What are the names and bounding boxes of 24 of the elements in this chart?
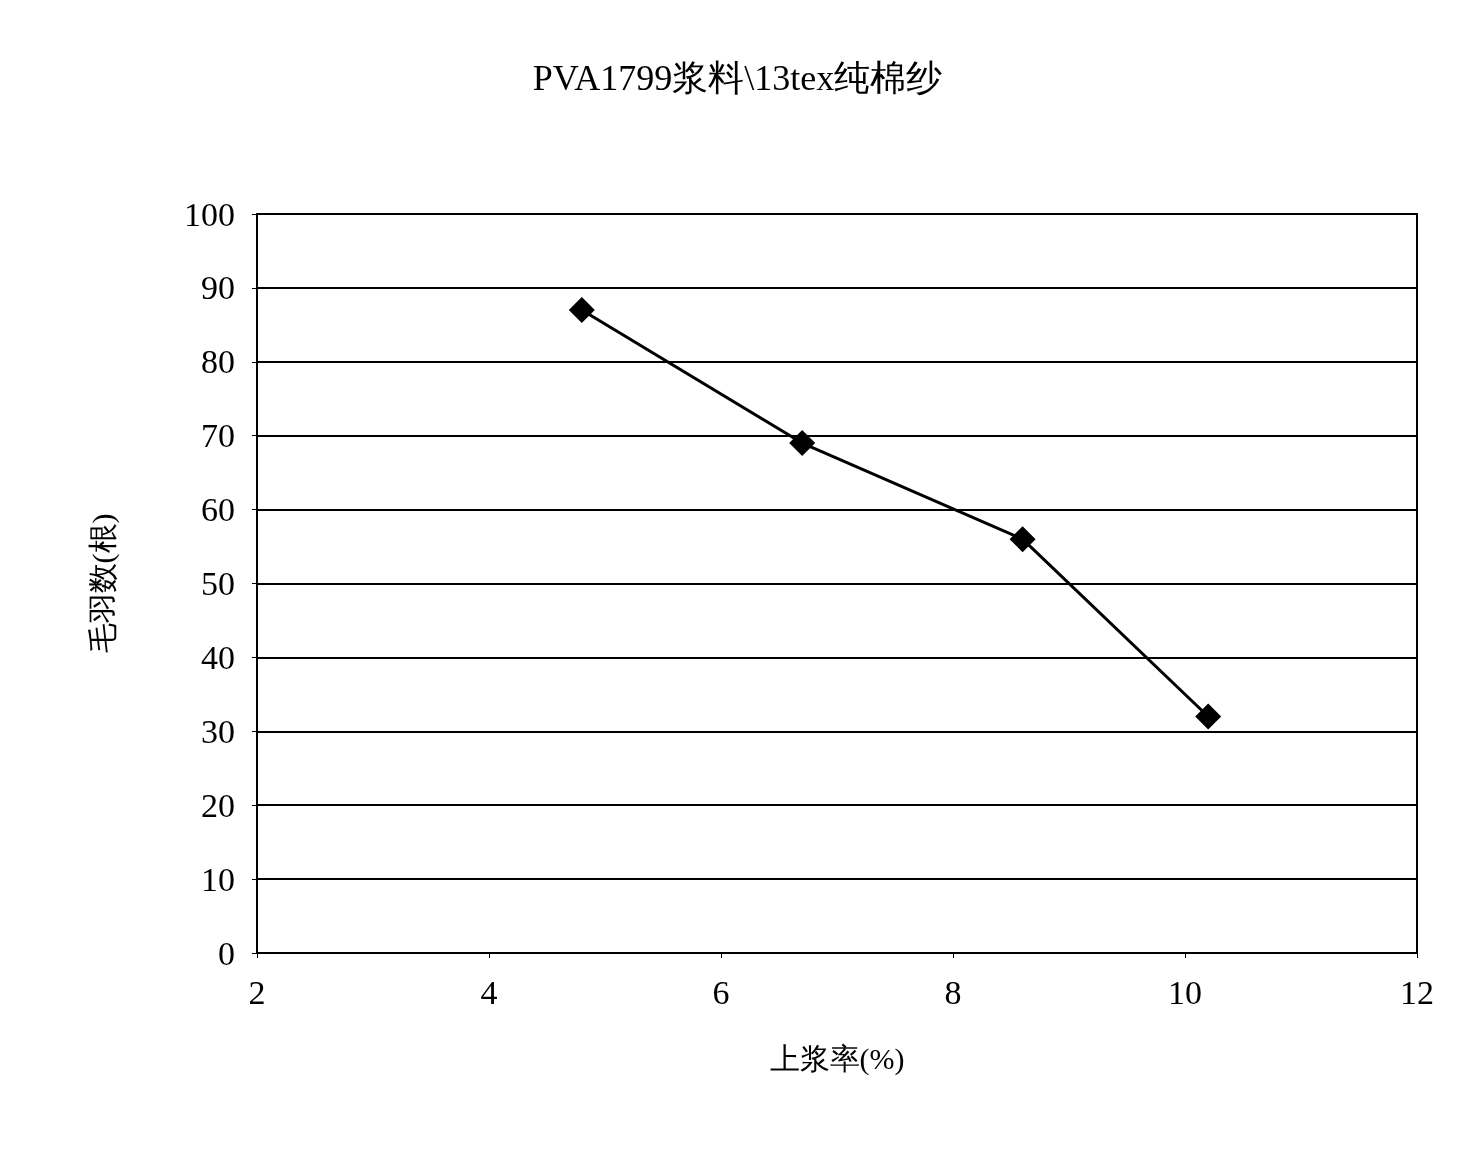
- x-tick-label: 6: [712, 973, 730, 1011]
- y-tick-label: 70: [201, 417, 235, 455]
- x-tick-label: 4: [480, 973, 498, 1011]
- y-axis-title: 毛羽数(根): [85, 513, 120, 654]
- y-tick-label: 0: [218, 934, 235, 972]
- point: [1009, 526, 1036, 553]
- y-tick-label: 50: [201, 565, 235, 602]
- point: [1195, 703, 1222, 730]
- point: [568, 297, 595, 324]
- x-tick-label: 8: [944, 973, 962, 1011]
- x-tick-label: 10: [1168, 973, 1202, 1011]
- y-tick-label: 80: [201, 343, 235, 381]
- point: [789, 430, 816, 457]
- y-tick-label: 60: [201, 491, 235, 529]
- y-tick-label: 90: [201, 269, 235, 307]
- x-tick-label: 12: [1400, 973, 1434, 1011]
- y-tick-label: 100: [184, 195, 235, 233]
- x-tick-label: 2: [248, 973, 266, 1011]
- y-tick-label: 30: [201, 712, 235, 750]
- y-tick-label: 40: [201, 638, 235, 676]
- x-axis-title: 上浆率(%): [769, 1041, 905, 1076]
- y-tick-label: 10: [201, 860, 235, 898]
- chart-title: PVA1799浆料\13tex纯棉纱: [532, 58, 943, 98]
- y-tick-label: 20: [201, 786, 235, 824]
